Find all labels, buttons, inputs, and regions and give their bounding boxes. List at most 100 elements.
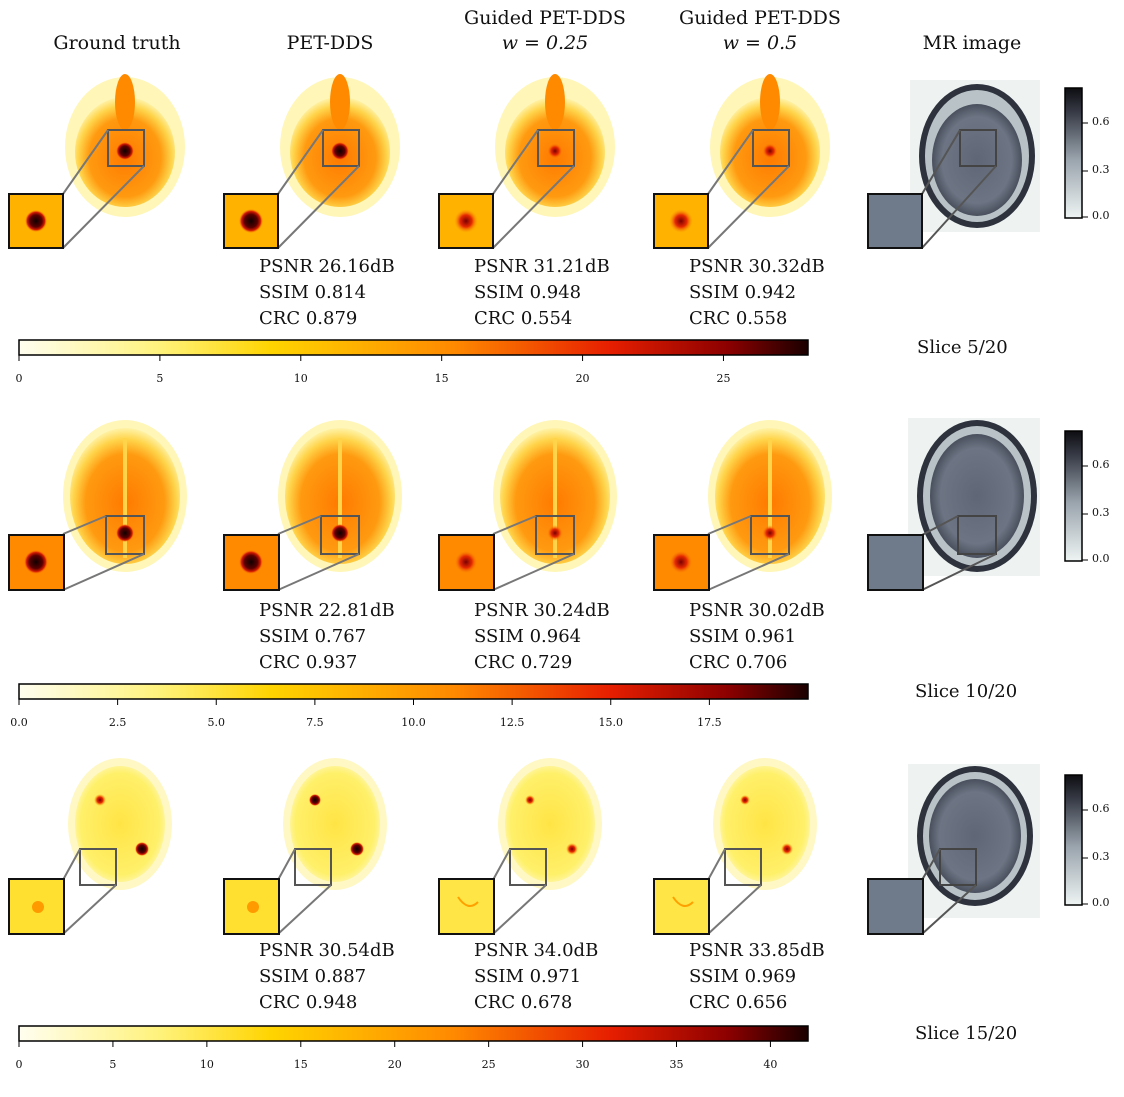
column-title-ground-truth: Ground truth: [53, 32, 181, 54]
crc-value: CRC 0.678: [474, 992, 573, 1013]
psnr-value: PSNR 33.85dB: [689, 940, 825, 961]
ssim-value: SSIM 0.961: [689, 626, 797, 647]
metrics-guided-025: PSNR 31.21dB SSIM 0.948 CRC 0.554: [474, 254, 610, 332]
crc-value: CRC 0.729: [474, 652, 573, 673]
metrics-guided-025: PSNR 30.24dB SSIM 0.964 CRC 0.729: [474, 598, 610, 676]
colorbar-tick-label: 15: [293, 1058, 308, 1071]
pet-image-pet-dds: [223, 758, 387, 935]
column-title-guided-025-weight: w = 0.25: [501, 32, 589, 54]
psnr-value: PSNR 30.24dB: [474, 600, 610, 621]
crc-value: CRC 0.879: [259, 308, 358, 329]
slice-row-10: 0.6 0.3 0.0 PSNR 22.81dB SSIM 0.767 CRC …: [0, 408, 1124, 753]
pet-image-pet-dds: [223, 420, 402, 591]
colorbar-tick-label: 25: [716, 372, 731, 385]
pet-image-guided-05: [653, 420, 832, 591]
colorbar-tick-label: 30: [575, 1058, 590, 1071]
metrics-guided-05: PSNR 30.32dB SSIM 0.942 CRC 0.558: [689, 254, 825, 332]
colorbar-tick-label: 20: [387, 1058, 402, 1071]
ssim-value: SSIM 0.942: [689, 282, 797, 303]
crc-value: CRC 0.554: [474, 308, 573, 329]
pet-image-guided-05: [653, 74, 830, 249]
crc-value: CRC 0.937: [259, 652, 358, 673]
pet-image-guided-025: [438, 74, 615, 249]
crc-value: CRC 0.558: [689, 308, 788, 329]
mr-colorbar: [1064, 774, 1088, 906]
mr-image: [867, 764, 1040, 935]
colorbar-tick-label: 40: [763, 1058, 778, 1071]
colorbar-tick-label: 10.0: [401, 716, 426, 729]
slice-label: Slice 5/20: [917, 337, 1008, 358]
pet-image-guided-025: [438, 420, 617, 591]
mr-colorbar-tick: 0.0: [1092, 209, 1110, 222]
psnr-value: PSNR 30.54dB: [259, 940, 395, 961]
colorbar-tick-label: 25: [481, 1058, 496, 1071]
mr-colorbar-tick: 0.6: [1092, 802, 1110, 815]
colorbar-tick-label: 0.0: [10, 716, 28, 729]
metrics-guided-05: PSNR 33.85dB SSIM 0.969 CRC 0.656: [689, 938, 825, 1016]
pet-image-pet-dds: [223, 74, 400, 249]
column-title-guided-025: Guided PET-DDS w = 0.25: [445, 6, 645, 56]
colorbar-tick-label: 2.5: [108, 716, 127, 729]
psnr-value: PSNR 30.32dB: [689, 256, 825, 277]
mr-colorbar-tick: 0.6: [1092, 458, 1110, 471]
pet-image-ground-truth: [8, 420, 187, 591]
colorbar-tick-label: 5: [109, 1058, 117, 1071]
ssim-value: SSIM 0.767: [259, 626, 367, 647]
psnr-value: PSNR 22.81dB: [259, 600, 395, 621]
crc-value: CRC 0.706: [689, 652, 788, 673]
pet-image-ground-truth: [8, 758, 172, 935]
psnr-value: PSNR 26.16dB: [259, 256, 395, 277]
mr-colorbar: [1064, 87, 1088, 219]
metrics-pet-dds: PSNR 26.16dB SSIM 0.814 CRC 0.879: [259, 254, 395, 332]
colorbar-tick-label: 10: [199, 1058, 214, 1071]
column-title-guided-05-weight: w = 0.5: [722, 32, 798, 54]
column-title-pet-dds: PET-DDS: [286, 32, 374, 54]
psnr-value: PSNR 34.0dB: [474, 940, 599, 961]
column-title-guided-05: Guided PET-DDS w = 0.5: [660, 6, 860, 56]
pet-image-ground-truth: [8, 74, 185, 249]
mr-colorbar-tick: 0.6: [1092, 115, 1110, 128]
ssim-value: SSIM 0.887: [259, 966, 367, 987]
ssim-value: SSIM 0.969: [689, 966, 797, 987]
ssim-value: SSIM 0.814: [259, 282, 367, 303]
colorbar-tick-label: 17.5: [697, 716, 722, 729]
psnr-value: PSNR 30.02dB: [689, 600, 825, 621]
mr-image: [867, 80, 1040, 249]
metrics-pet-dds: PSNR 30.54dB SSIM 0.887 CRC 0.948: [259, 938, 395, 1016]
mr-colorbar-tick: 0.3: [1092, 506, 1110, 519]
colorbar-tick-label: 0: [15, 372, 23, 385]
column-title-mr-image: MR image: [922, 32, 1022, 54]
slice-row-15: 0.6 0.3 0.0 PSNR 30.54dB SSIM 0.887 CRC …: [0, 752, 1124, 1097]
colorbar-tick-label: 10: [293, 372, 308, 385]
ssim-value: SSIM 0.948: [474, 282, 582, 303]
pet-colorbar: [18, 683, 809, 705]
colorbar-tick-label: 35: [669, 1058, 684, 1071]
ssim-value: SSIM 0.964: [474, 626, 582, 647]
pet-image-guided-05: [653, 758, 817, 935]
pet-colorbar: [18, 339, 809, 361]
ssim-value: SSIM 0.971: [474, 966, 582, 987]
colorbar-tick-label: 12.5: [499, 716, 525, 729]
mr-colorbar-tick: 0.3: [1092, 163, 1110, 176]
colorbar-tick-label: 20: [575, 372, 590, 385]
colorbar-tick-label: 5: [156, 372, 164, 385]
colorbar-tick-label: 5.0: [207, 716, 226, 729]
pet-colorbar: [18, 1025, 809, 1047]
mr-image: [867, 418, 1040, 591]
colorbar-tick-label: 15: [434, 372, 449, 385]
slice-row-5: 0.6 0.3 0.0 PSNR 26.16dB SSIM 0.814 CRC …: [0, 62, 1124, 407]
column-title-guided-05-name: Guided PET-DDS: [679, 7, 841, 29]
colorbar-tick-label: 7.5: [306, 716, 324, 729]
metrics-guided-025: PSNR 34.0dB SSIM 0.971 CRC 0.678: [474, 938, 598, 1016]
colorbar-tick-label: 0: [15, 1058, 23, 1071]
mr-colorbar-tick: 0.0: [1092, 552, 1110, 565]
crc-value: CRC 0.656: [689, 992, 788, 1013]
crc-value: CRC 0.948: [259, 992, 358, 1013]
metrics-pet-dds: PSNR 22.81dB SSIM 0.767 CRC 0.937: [259, 598, 395, 676]
column-title-guided-025-name: Guided PET-DDS: [464, 7, 626, 29]
pet-image-guided-025: [438, 758, 602, 935]
colorbar-tick-label: 15.0: [598, 716, 624, 729]
metrics-guided-05: PSNR 30.02dB SSIM 0.961 CRC 0.706: [689, 598, 825, 676]
slice-label: Slice 10/20: [915, 681, 1018, 702]
psnr-value: PSNR 31.21dB: [474, 256, 610, 277]
